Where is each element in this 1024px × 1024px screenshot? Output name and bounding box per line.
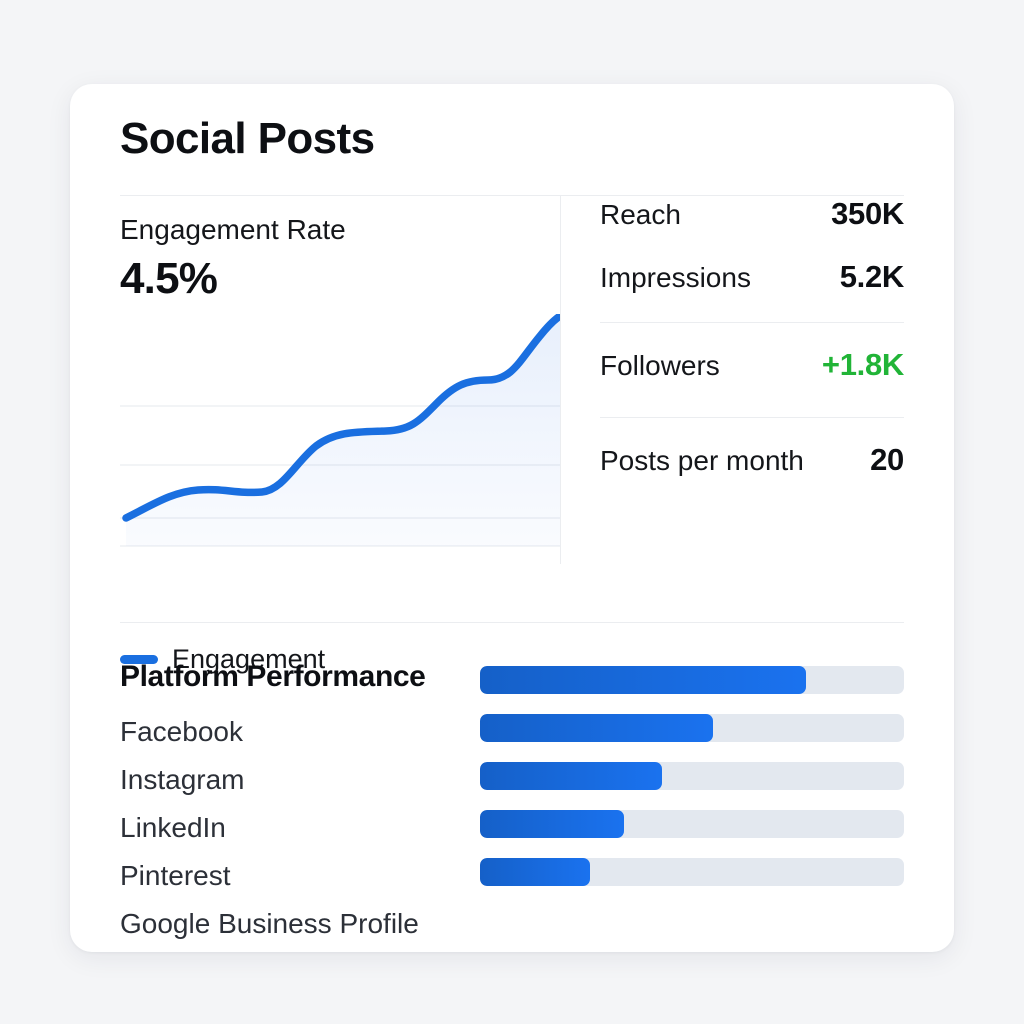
platform-bar-row (480, 800, 904, 848)
engagement-line-chart: Jan Feb Mar Apr Jun (120, 314, 560, 586)
stat-row: Posts per month 20 (600, 417, 904, 512)
section-divider (120, 622, 904, 623)
bar-fill (480, 858, 591, 886)
engagement-rate-label: Engagement Rate (120, 214, 346, 245)
stat-value: +1.8K (821, 347, 904, 382)
bar-track (480, 666, 904, 694)
stat-row: Followers +1.8K (600, 322, 904, 417)
platform-bar-row (480, 848, 904, 896)
chart-line (122, 314, 560, 522)
platform-label: LinkedIn (120, 812, 226, 843)
stat-value: 350K (831, 196, 904, 231)
stat-label: Reach (600, 199, 681, 230)
bar-track (480, 762, 904, 790)
platform-bar-row (480, 704, 904, 752)
bar-track (480, 714, 904, 742)
bar-fill (480, 810, 625, 838)
summary-section: Engagement Rate 4.5% (70, 196, 954, 594)
engagement-rate-value: 4.5% (120, 254, 218, 303)
platform-label: Facebook (120, 716, 243, 747)
platform-bar-row (480, 656, 904, 704)
bar-fill (480, 714, 714, 742)
social-posts-card: Social Posts Engagement Rate 4.5% (70, 84, 954, 952)
platform-label-column: Facebook Instagram LinkedIn Pinterest Go… (120, 708, 520, 948)
legend-label: Engagement (172, 644, 326, 674)
platform-label: Instagram (120, 764, 245, 795)
bar-fill (480, 762, 663, 790)
platform-bar-row (480, 752, 904, 800)
platform-bar-column (480, 656, 904, 896)
title-divider (120, 195, 904, 196)
stat-value: 20 (870, 442, 904, 477)
page-title: Social Posts (120, 114, 375, 163)
chart-legend: Engagement (120, 644, 325, 675)
stat-value: 5.2K (839, 259, 905, 294)
stat-row: Reach 350K (600, 196, 904, 259)
bar-fill (480, 666, 807, 694)
engagement-chart-panel: Engagement Rate 4.5% (120, 196, 560, 594)
line-swatch-icon (120, 655, 158, 664)
key-stats-list: Reach 350K Impressions 5.2K Followers +1… (600, 196, 904, 512)
stat-label: Followers (600, 350, 720, 381)
stat-label: Impressions (600, 262, 751, 293)
stat-label: Posts per month (600, 445, 804, 476)
stat-row: Impressions 5.2K (600, 259, 904, 322)
platform-label: Pinterest (120, 860, 231, 891)
platform-performance-heading: Platform Performance (120, 660, 426, 693)
chart-area-fill (126, 316, 560, 546)
vertical-divider (560, 196, 561, 564)
bar-track (480, 858, 904, 886)
platform-performance-section: Platform Performance Facebook Instagram … (70, 644, 954, 944)
platform-label: Google Business Profile (120, 908, 419, 939)
engagement-chart-svg (120, 314, 560, 547)
bar-track (480, 810, 904, 838)
